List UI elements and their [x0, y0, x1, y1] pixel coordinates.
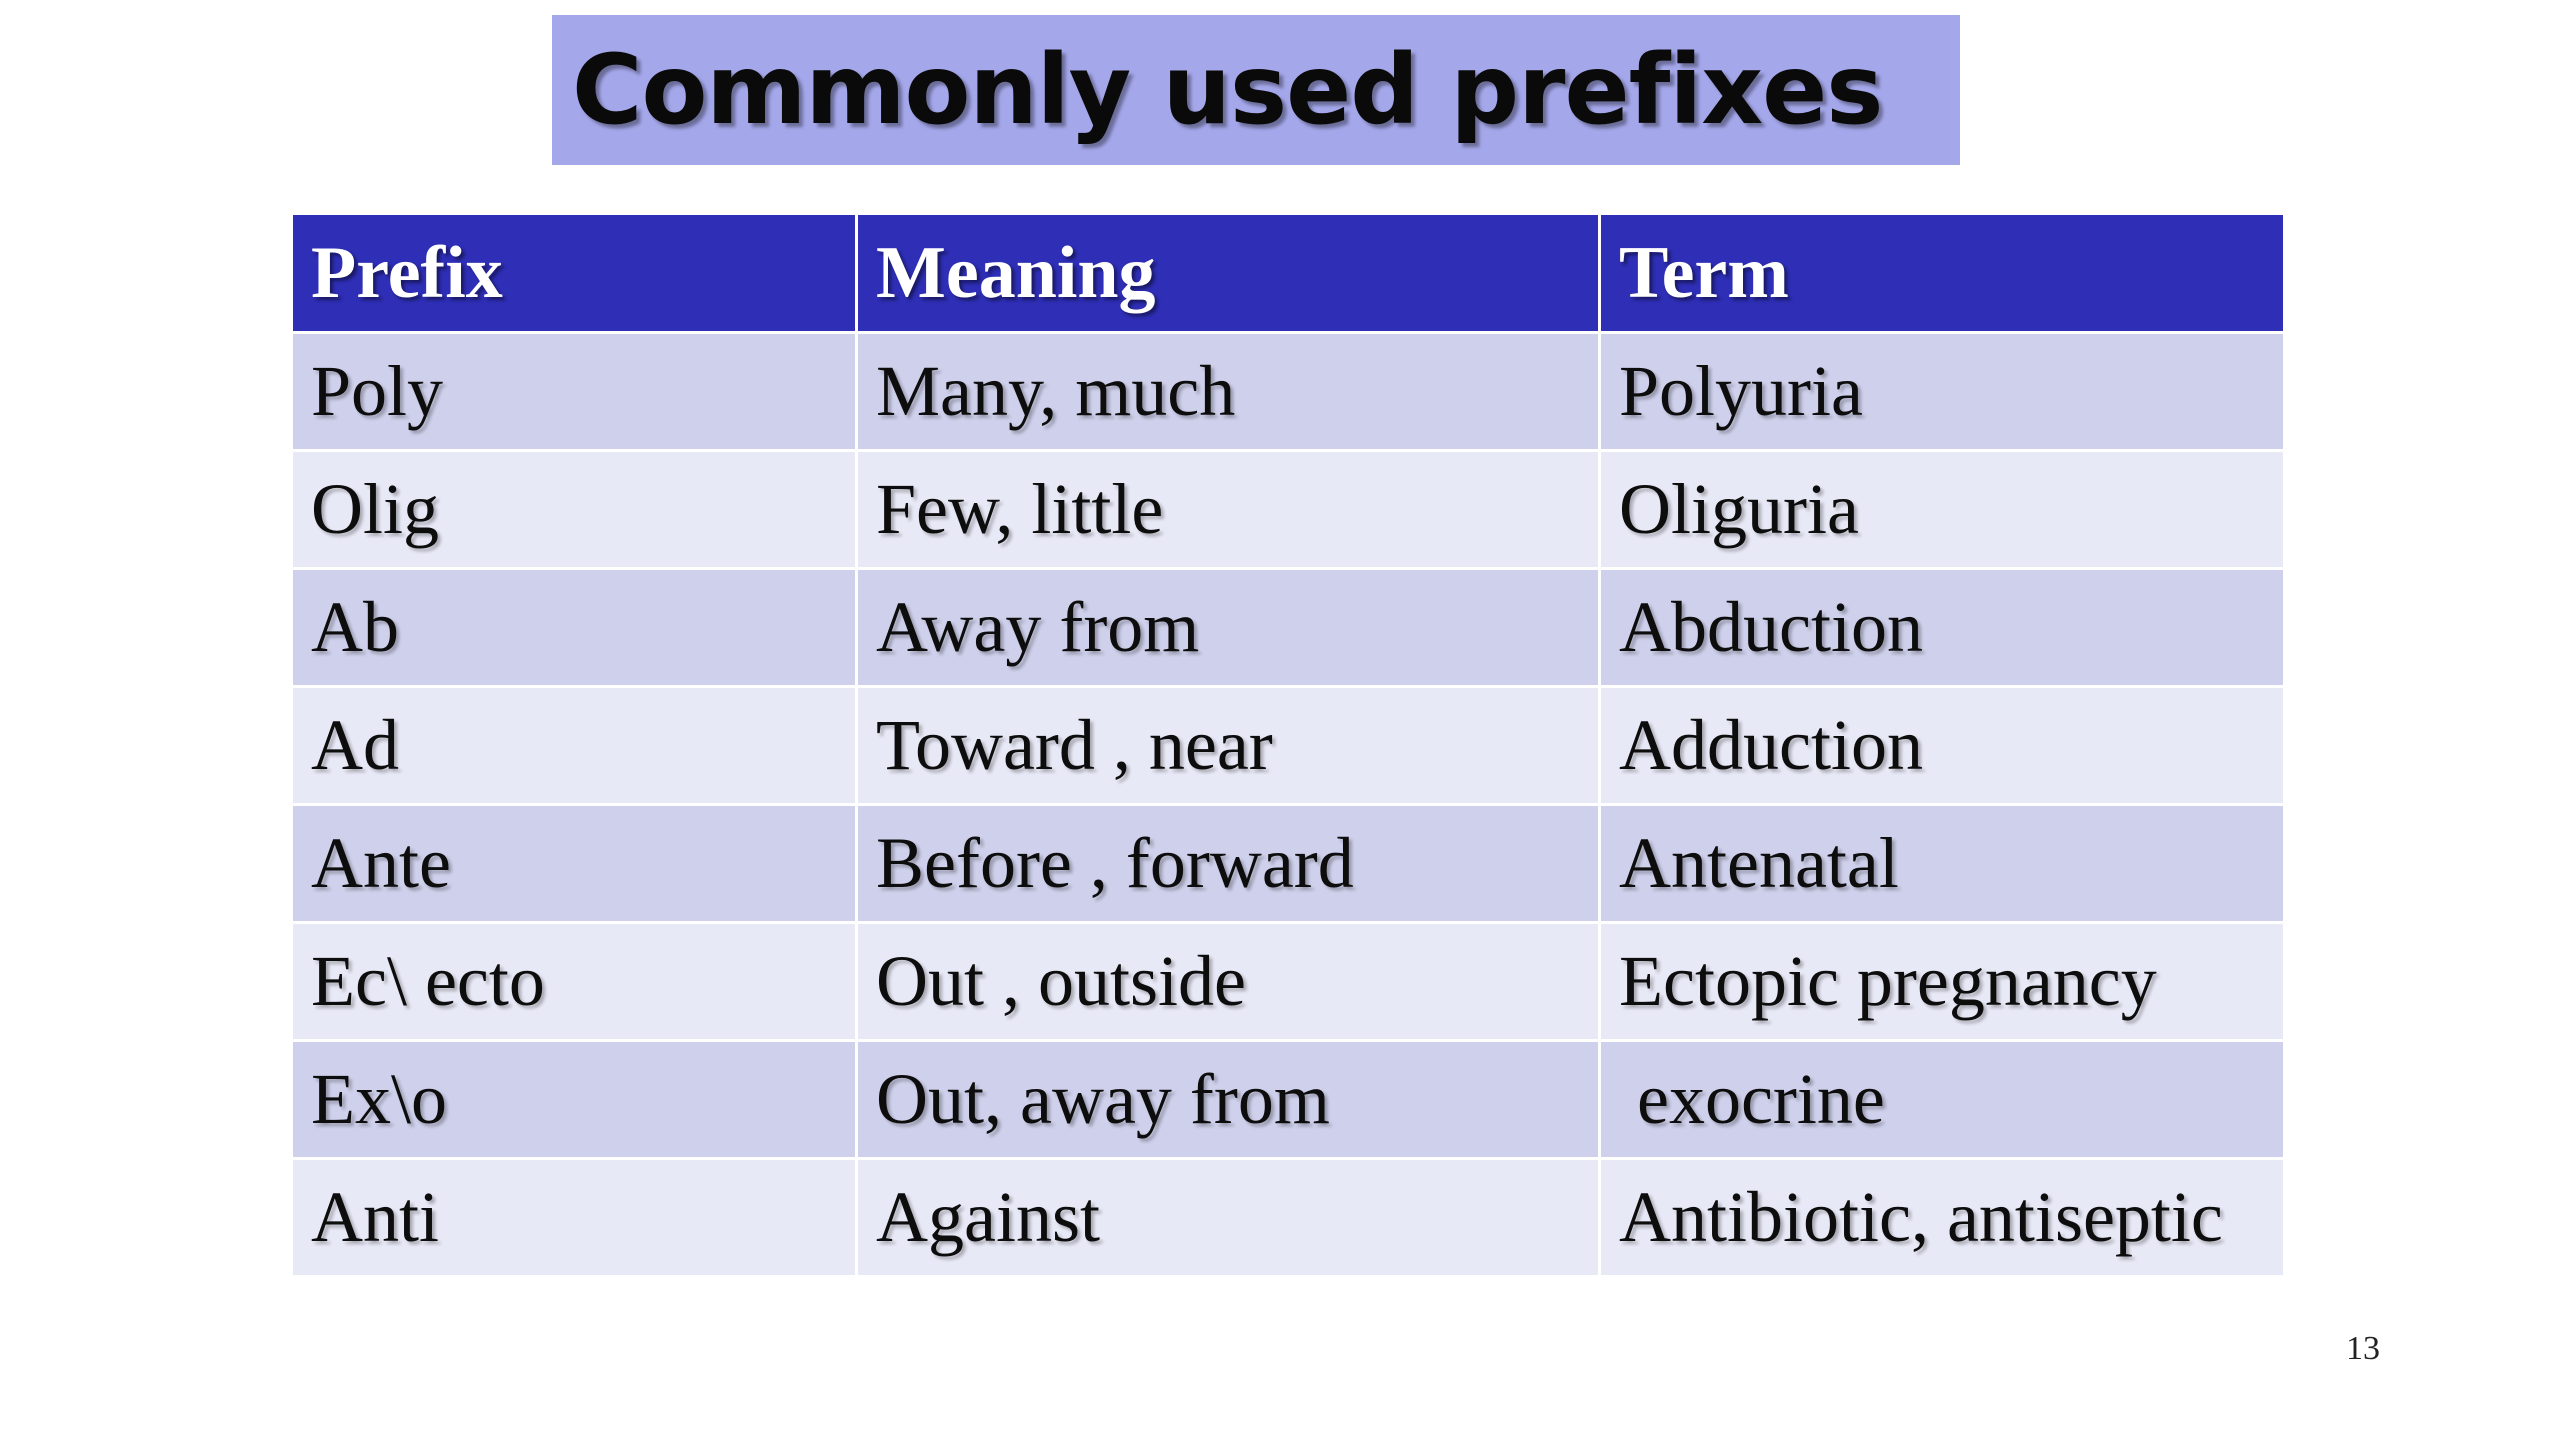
cell-prefix: Anti	[290, 1157, 858, 1278]
cell-meaning: Toward , near	[855, 685, 1601, 806]
cell-prefix: Ad	[290, 685, 858, 806]
header-prefix: Prefix	[290, 212, 858, 334]
cell-prefix: Poly	[290, 331, 858, 452]
cell-meaning: Out, away from	[855, 1039, 1601, 1160]
cell-meaning: Many, much	[855, 331, 1601, 452]
prefix-table: Prefix Meaning Term Poly Many, much Poly…	[290, 212, 2286, 1278]
cell-meaning: Out , outside	[855, 921, 1601, 1042]
cell-prefix: Olig	[290, 449, 858, 570]
prefix-table-container: Prefix Meaning Term Poly Many, much Poly…	[290, 212, 2286, 1278]
cell-term: Abduction	[1598, 567, 2286, 688]
slide-number: 13	[2346, 1330, 2380, 1367]
cell-prefix: Ec\ ecto	[290, 921, 858, 1042]
cell-prefix: Ex\o	[290, 1039, 858, 1160]
header-term: Term	[1598, 212, 2286, 334]
cell-meaning: Against	[855, 1157, 1601, 1278]
cell-meaning: Before , forward	[855, 803, 1601, 924]
table-row: Ab Away from Abduction	[290, 567, 2286, 688]
cell-term: Adduction	[1598, 685, 2286, 806]
cell-term: Oliguria	[1598, 449, 2286, 570]
cell-term: Antenatal	[1598, 803, 2286, 924]
cell-term: exocrine	[1598, 1039, 2286, 1160]
table-row: Ante Before , forward Antenatal	[290, 803, 2286, 924]
slide-title: Commonly used prefixes	[572, 34, 1883, 146]
cell-term: Ectopic pregnancy	[1598, 921, 2286, 1042]
table-row: Poly Many, much Polyuria	[290, 331, 2286, 452]
table-header-row: Prefix Meaning Term	[290, 212, 2286, 334]
cell-meaning: Away from	[855, 567, 1601, 688]
table-row: Ex\o Out, away from exocrine	[290, 1039, 2286, 1160]
table-row: Ad Toward , near Adduction	[290, 685, 2286, 806]
cell-meaning: Few, little	[855, 449, 1601, 570]
cell-prefix: Ante	[290, 803, 858, 924]
table-row: Anti Against Antibiotic, antiseptic	[290, 1157, 2286, 1278]
slide-title-box: Commonly used prefixes	[552, 15, 1960, 165]
cell-term: Antibiotic, antiseptic	[1598, 1157, 2286, 1278]
cell-term: Polyuria	[1598, 331, 2286, 452]
table-row: Ec\ ecto Out , outside Ectopic pregnancy	[290, 921, 2286, 1042]
table-row: Olig Few, little Oliguria	[290, 449, 2286, 570]
header-meaning: Meaning	[855, 212, 1601, 334]
cell-prefix: Ab	[290, 567, 858, 688]
